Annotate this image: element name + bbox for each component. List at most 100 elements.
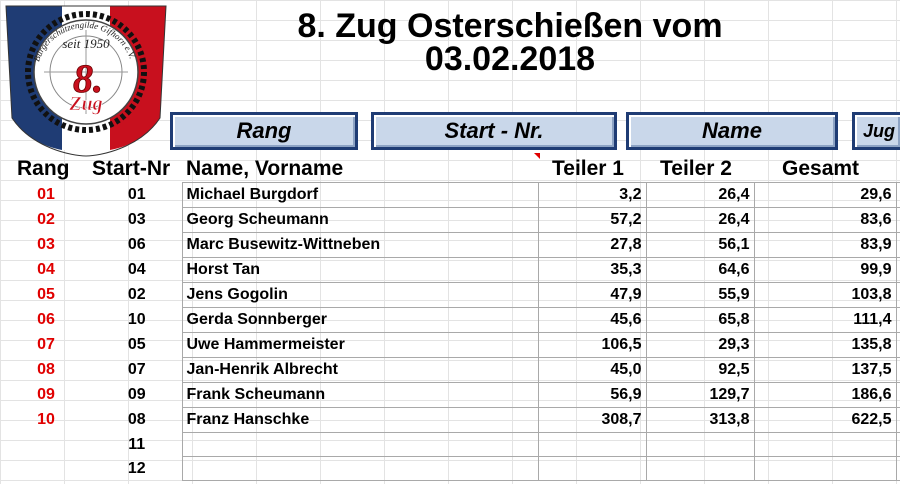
cell-name[interactable]: Gerda Sonnberger [181,307,539,333]
cell-teiler2[interactable]: 129,7 [645,382,755,408]
column-header-gesamt: Gesamt [782,157,860,180]
cell-teiler1[interactable]: 57,2 [537,207,647,233]
cell-rang[interactable]: 01 [37,186,55,203]
cell-start-nr[interactable]: 07 [127,361,146,378]
cell-name[interactable]: Uwe Hammermeister [181,332,539,358]
cell-start-nr[interactable]: 02 [127,286,146,303]
cell-name[interactable]: Marc Busewitz-Wittneben [181,232,539,258]
cell-gesamt[interactable]: 83,6 [753,207,897,233]
cell-teiler1[interactable]: 47,9 [537,282,647,308]
cell-gesamt[interactable]: 135,8 [753,332,897,358]
cell-rang[interactable]: 05 [37,286,55,303]
cell-teiler1[interactable]: 45,0 [537,357,647,383]
cell-rang[interactable]: 10 [37,411,55,428]
cell-gesamt[interactable] [753,456,897,481]
table-row: 02 03 Georg Scheumann 57,2 26,4 83,6 [0,207,900,233]
cell-name[interactable]: Jan-Henrik Albrecht [181,357,539,383]
cell-name[interactable] [181,432,539,457]
cell-gesamt[interactable]: 83,9 [753,232,897,258]
cell-teiler2[interactable]: 29,3 [645,332,755,358]
cell-empty[interactable] [895,407,900,433]
column-header-start-nr: Start-Nr [92,157,171,180]
cell-teiler2[interactable]: 26,4 [645,207,755,233]
cell-start-nr[interactable]: 06 [127,236,146,253]
cell-empty[interactable] [895,432,900,457]
cell-start-nr[interactable]: 11 [128,435,146,453]
cell-teiler1[interactable]: 35,3 [537,257,647,283]
cell-empty[interactable] [895,307,900,333]
cell-teiler2[interactable] [645,432,755,457]
sort-by-start-nr-button[interactable]: Start - Nr. [371,112,617,150]
cell-rang[interactable]: 04 [37,261,55,278]
cell-empty[interactable] [895,382,900,408]
cell-rang[interactable] [0,457,92,481]
cell-gesamt[interactable]: 186,6 [753,382,897,408]
cell-gesamt[interactable]: 137,5 [753,357,897,383]
cell-rang[interactable]: 06 [37,311,55,328]
table-row: 10 08 Franz Hanschke 308,7 313,8 622,5 [0,407,900,433]
cell-empty[interactable] [895,257,900,283]
cell-start-nr[interactable]: 01 [127,186,146,203]
title-line-2: 03.02.2018 [424,40,596,78]
cell-teiler2[interactable] [645,456,755,481]
cell-teiler1[interactable]: 27,8 [537,232,647,258]
cell-teiler2[interactable]: 55,9 [645,282,755,308]
cell-start-nr[interactable]: 10 [127,311,146,328]
cell-name[interactable]: Michael Burgdorf [181,182,539,208]
cell-teiler1[interactable]: 56,9 [537,382,647,408]
cell-teiler1[interactable] [537,432,647,457]
cell-teiler1[interactable] [537,456,647,481]
cell-empty[interactable] [895,232,900,258]
cell-name[interactable]: Horst Tan [181,257,539,283]
sort-by-name-label: Name [702,118,762,143]
cell-start-nr[interactable]: 03 [127,211,146,228]
cell-empty[interactable] [895,357,900,383]
cell-teiler1[interactable]: 308,7 [537,407,647,433]
cell-rang[interactable]: 07 [37,336,55,353]
cell-name[interactable]: Georg Scheumann [181,207,539,233]
cell-start-nr[interactable]: 04 [127,261,146,278]
cell-empty[interactable] [895,207,900,233]
cell-start-nr[interactable]: 12 [127,459,146,477]
cell-teiler2[interactable]: 64,6 [645,257,755,283]
cell-teiler2[interactable]: 26,4 [645,182,755,208]
cell-rang[interactable]: 08 [37,361,55,378]
cell-start-nr[interactable]: 08 [127,411,146,428]
cell-gesamt[interactable]: 99,9 [753,257,897,283]
cell-rang[interactable]: 02 [37,211,55,228]
cell-start-nr[interactable]: 05 [127,336,146,353]
cell-rang[interactable] [0,433,92,457]
cell-name[interactable]: Jens Gogolin [181,282,539,308]
cell-rang[interactable]: 03 [37,236,55,253]
cell-name[interactable]: Frank Scheumann [181,382,539,408]
results-table: 01 01 Michael Burgdorf 3,2 26,4 29,6 02 03 Georg… [0,182,900,481]
table-row: 11 [0,432,900,457]
cell-gesamt[interactable]: 29,6 [753,182,897,208]
cell-teiler2[interactable]: 92,5 [645,357,755,383]
cell-teiler2[interactable]: 65,8 [645,307,755,333]
sort-by-name-button[interactable]: Name [626,112,838,150]
cell-empty[interactable] [895,332,900,358]
cell-teiler1[interactable]: 106,5 [537,332,647,358]
cell-empty[interactable] [895,282,900,308]
cell-empty[interactable] [895,182,900,208]
results-body: 01 01 Michael Burgdorf 3,2 26,4 29,6 02 03 Georg… [0,182,900,481]
cell-rang[interactable]: 09 [37,386,55,403]
cell-start-nr[interactable]: 09 [127,386,146,403]
column-header-teiler2: Teiler 2 [660,157,732,180]
cell-teiler1[interactable]: 3,2 [537,182,647,208]
cell-name[interactable]: Franz Hanschke [181,407,539,433]
cell-name[interactable] [181,456,539,481]
column-header-rang: Rang [17,157,70,180]
cell-teiler1[interactable]: 45,6 [537,307,647,333]
sort-by-rang-button[interactable]: Rang [170,112,358,150]
cell-teiler2[interactable]: 313,8 [645,407,755,433]
cell-gesamt[interactable]: 622,5 [753,407,897,433]
cell-empty[interactable] [895,456,900,481]
sort-by-jugend-button[interactable]: Jug [852,112,900,150]
logo-since-text: seit 1950 [62,36,110,51]
cell-gesamt[interactable] [753,432,897,457]
cell-teiler2[interactable]: 56,1 [645,232,755,258]
cell-gesamt[interactable]: 111,4 [753,307,897,333]
cell-gesamt[interactable]: 103,8 [753,282,897,308]
